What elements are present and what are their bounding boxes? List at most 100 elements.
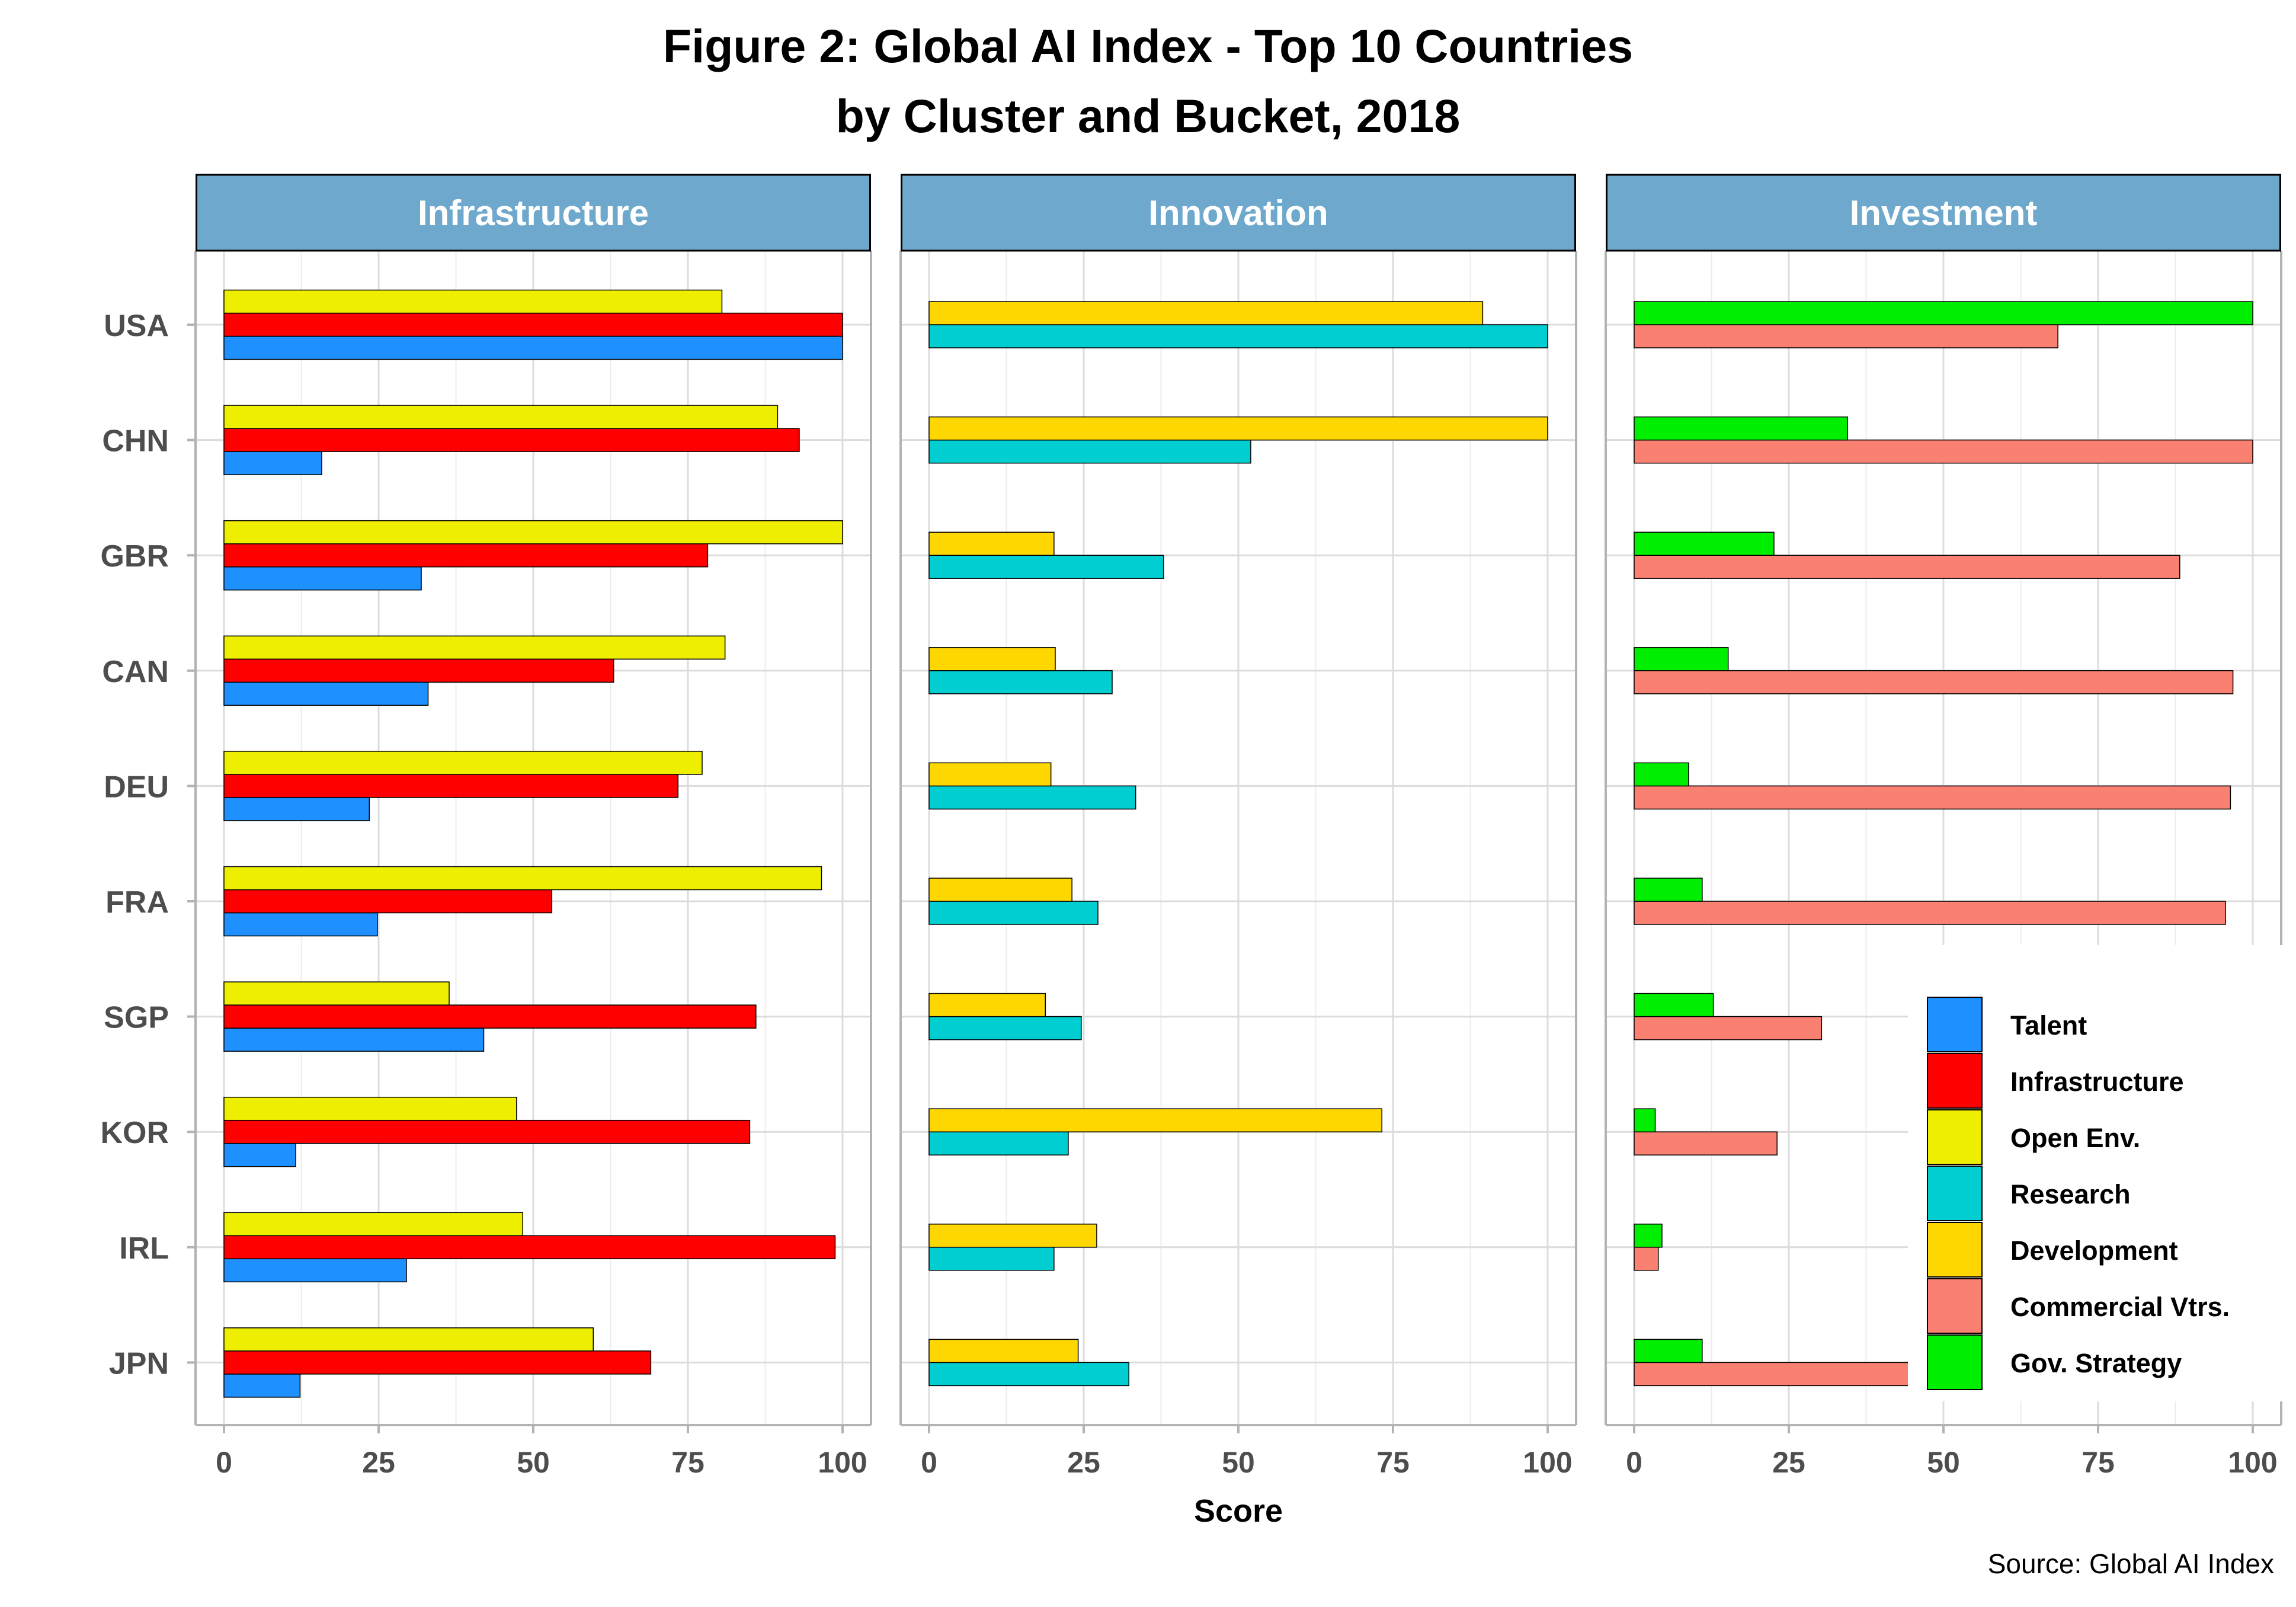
x-tick-label: 75: [2082, 1446, 2115, 1479]
bar-kor-research: [928, 1131, 1069, 1155]
bar-sgp-gov-strategy: [1634, 993, 1714, 1017]
panel-innovation: 0 25 50 75 100 Innovation: [899, 174, 1577, 1479]
facet-strip: [901, 174, 1576, 252]
y-tick-label: SGP: [104, 1001, 169, 1035]
bar-usa-gov-strategy: [1634, 301, 2253, 325]
bar-usa-development: [928, 301, 1484, 325]
bar-jpn-gov-strategy: [1634, 1339, 1703, 1363]
bar-can-commercial-vtrs: [1634, 670, 2234, 694]
bar-sgp-commercial-vtrs: [1634, 1016, 1823, 1041]
bar-deu-infrastructure: [223, 774, 679, 798]
bar-deu-gov-strategy: [1634, 762, 1689, 787]
bar-deu-talent: [223, 797, 370, 821]
x-tick-label: 100: [1523, 1446, 1572, 1479]
legend-key: [1927, 1222, 1983, 1278]
x-tick-label: 50: [1222, 1446, 1255, 1479]
bar-can-talent: [223, 681, 429, 706]
x-tick-label: 75: [671, 1446, 705, 1479]
x-tick-label: 25: [1067, 1446, 1100, 1479]
bar-gbr-open-env: [223, 520, 843, 545]
bar-can-gov-strategy: [1634, 647, 1729, 671]
facet-strip-label: Investment: [1850, 193, 2038, 233]
legend-label: Commercial Vtrs.: [2010, 1292, 2230, 1322]
bar-deu-research: [928, 785, 1136, 810]
bar-sgp-open-env: [223, 981, 450, 1006]
bar-deu-open-env: [223, 751, 703, 775]
y-tick-label: DEU: [104, 770, 169, 804]
y-tick-label: CAN: [102, 655, 169, 689]
bar-gbr-research: [928, 555, 1164, 579]
legend-key: [1927, 997, 1983, 1052]
y-tick-label: GBR: [100, 539, 169, 574]
bar-irl-development: [928, 1224, 1097, 1248]
bar-fra-talent: [223, 912, 378, 937]
bar-fra-commercial-vtrs: [1634, 901, 2226, 925]
bar-jpn-infrastructure: [223, 1350, 652, 1375]
y-tick-label: IRL: [119, 1231, 169, 1266]
bar-jpn-research: [928, 1362, 1129, 1387]
bar-chn-infrastructure: [223, 428, 800, 452]
legend-key: [1927, 1278, 1983, 1334]
bar-chn-research: [928, 439, 1251, 464]
bar-kor-gov-strategy: [1634, 1108, 1656, 1132]
bar-gbr-development: [928, 532, 1055, 556]
bar-gbr-talent: [223, 566, 422, 591]
legend: Talent Infrastructure Open Env. Research Dev…: [1908, 945, 2296, 1401]
x-tick-label: 0: [216, 1446, 232, 1479]
x-tick-label: 75: [1376, 1446, 1410, 1479]
bar-usa-talent: [223, 335, 843, 360]
x-axis-title: Score: [1194, 1493, 1283, 1529]
x-tick-label: 25: [362, 1446, 395, 1479]
x-tick-label: 50: [1927, 1446, 1960, 1479]
legend-label: Research: [2010, 1179, 2131, 1209]
y-tick-label: FRA: [105, 885, 169, 920]
bar-gbr-infrastructure: [223, 543, 709, 568]
bar-fra-research: [928, 901, 1099, 925]
legend-key: [1927, 1334, 1983, 1390]
bar-usa-infrastructure: [223, 312, 843, 337]
facet-strip: [196, 174, 871, 252]
bar-fra-development: [928, 878, 1072, 902]
bar-deu-development: [928, 762, 1052, 787]
bar-jpn-talent: [223, 1374, 301, 1398]
bar-chn-gov-strategy: [1634, 416, 1848, 441]
bar-irl-infrastructure: [223, 1235, 836, 1260]
x-tick-label: 50: [517, 1446, 550, 1479]
x-tick-label: 100: [2228, 1446, 2277, 1479]
bar-irl-talent: [223, 1258, 407, 1283]
x-tick-label: 25: [1772, 1446, 1805, 1479]
legend-label: Open Env.: [2010, 1123, 2140, 1153]
bar-fra-gov-strategy: [1634, 878, 1703, 902]
bar-chn-commercial-vtrs: [1634, 439, 2253, 464]
chart-title: Figure 2: Global AI Index - Top 10 Count…: [662, 20, 1634, 72]
bar-can-open-env: [223, 635, 726, 660]
legend-key: [1927, 1109, 1983, 1165]
y-tick-label: USA: [104, 309, 169, 343]
legend-label: Development: [2010, 1235, 2178, 1266]
y-tick-label: KOR: [100, 1116, 169, 1150]
bar-can-development: [928, 647, 1056, 671]
bar-kor-open-env: [223, 1096, 517, 1121]
x-tick-label: 0: [1626, 1446, 1642, 1479]
bar-fra-infrastructure: [223, 889, 553, 914]
bar-sgp-talent: [223, 1027, 485, 1052]
bar-chn-open-env: [223, 405, 779, 429]
x-tick-label: 0: [921, 1446, 937, 1479]
bar-fra-open-env: [223, 866, 822, 891]
bar-kor-infrastructure: [223, 1119, 751, 1144]
bar-usa-research: [928, 324, 1548, 348]
legend-key: [1927, 1166, 1983, 1221]
y-tick-label: JPN: [109, 1346, 169, 1381]
legend-key: [1927, 1053, 1983, 1109]
bar-usa-commercial-vtrs: [1634, 324, 2058, 348]
bar-kor-development: [928, 1108, 1382, 1132]
facet-strip: [1606, 174, 2281, 252]
bar-deu-commercial-vtrs: [1634, 785, 2231, 810]
bar-sgp-research: [928, 1016, 1082, 1041]
bar-gbr-commercial-vtrs: [1634, 555, 2180, 579]
legend-label: Infrastructure: [2010, 1067, 2184, 1097]
bar-jpn-open-env: [223, 1327, 594, 1352]
bar-chn-talent: [223, 451, 322, 475]
facet-strip-label: Innovation: [1148, 193, 1328, 233]
